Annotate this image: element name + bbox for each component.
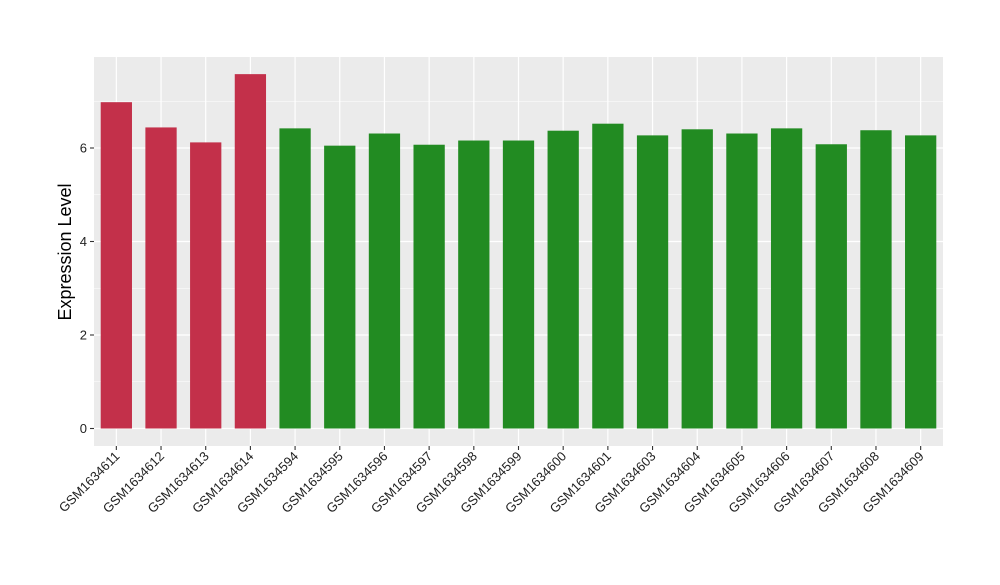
y-tick-label: 0 <box>80 421 87 436</box>
bar-GSM1634604 <box>681 129 713 429</box>
bar-GSM1634608 <box>860 130 892 429</box>
y-axis-label: Expression Level <box>55 183 75 320</box>
bar-GSM1634605 <box>726 133 758 429</box>
bar-GSM1634597 <box>413 144 445 429</box>
y-tick-label: 4 <box>80 234 87 249</box>
bar-GSM1634614 <box>234 74 267 429</box>
y-tick-label: 6 <box>80 141 87 156</box>
bar-GSM1634611 <box>100 102 132 429</box>
bar-GSM1634609 <box>905 135 937 429</box>
bar-GSM1634601 <box>592 123 624 429</box>
x-axis: GSM1634611GSM1634612GSM1634613GSM1634614… <box>56 446 927 516</box>
bar-GSM1634600 <box>547 130 579 429</box>
bar-GSM1634596 <box>368 133 401 429</box>
y-axis: 0 2 4 6 <box>80 141 94 436</box>
bar-GSM1634594 <box>279 128 311 429</box>
bar-GSM1634607 <box>815 144 847 429</box>
y-tick-label: 2 <box>80 328 87 343</box>
bars-group <box>100 74 937 429</box>
bar-GSM1634599 <box>502 140 535 429</box>
bar-GSM1634612 <box>145 127 177 429</box>
bar-GSM1634613 <box>190 142 222 429</box>
bar-GSM1634598 <box>458 140 490 429</box>
bar-GSM1634603 <box>636 135 669 429</box>
bar-GSM1634606 <box>770 128 803 429</box>
bar-GSM1634595 <box>324 145 356 429</box>
